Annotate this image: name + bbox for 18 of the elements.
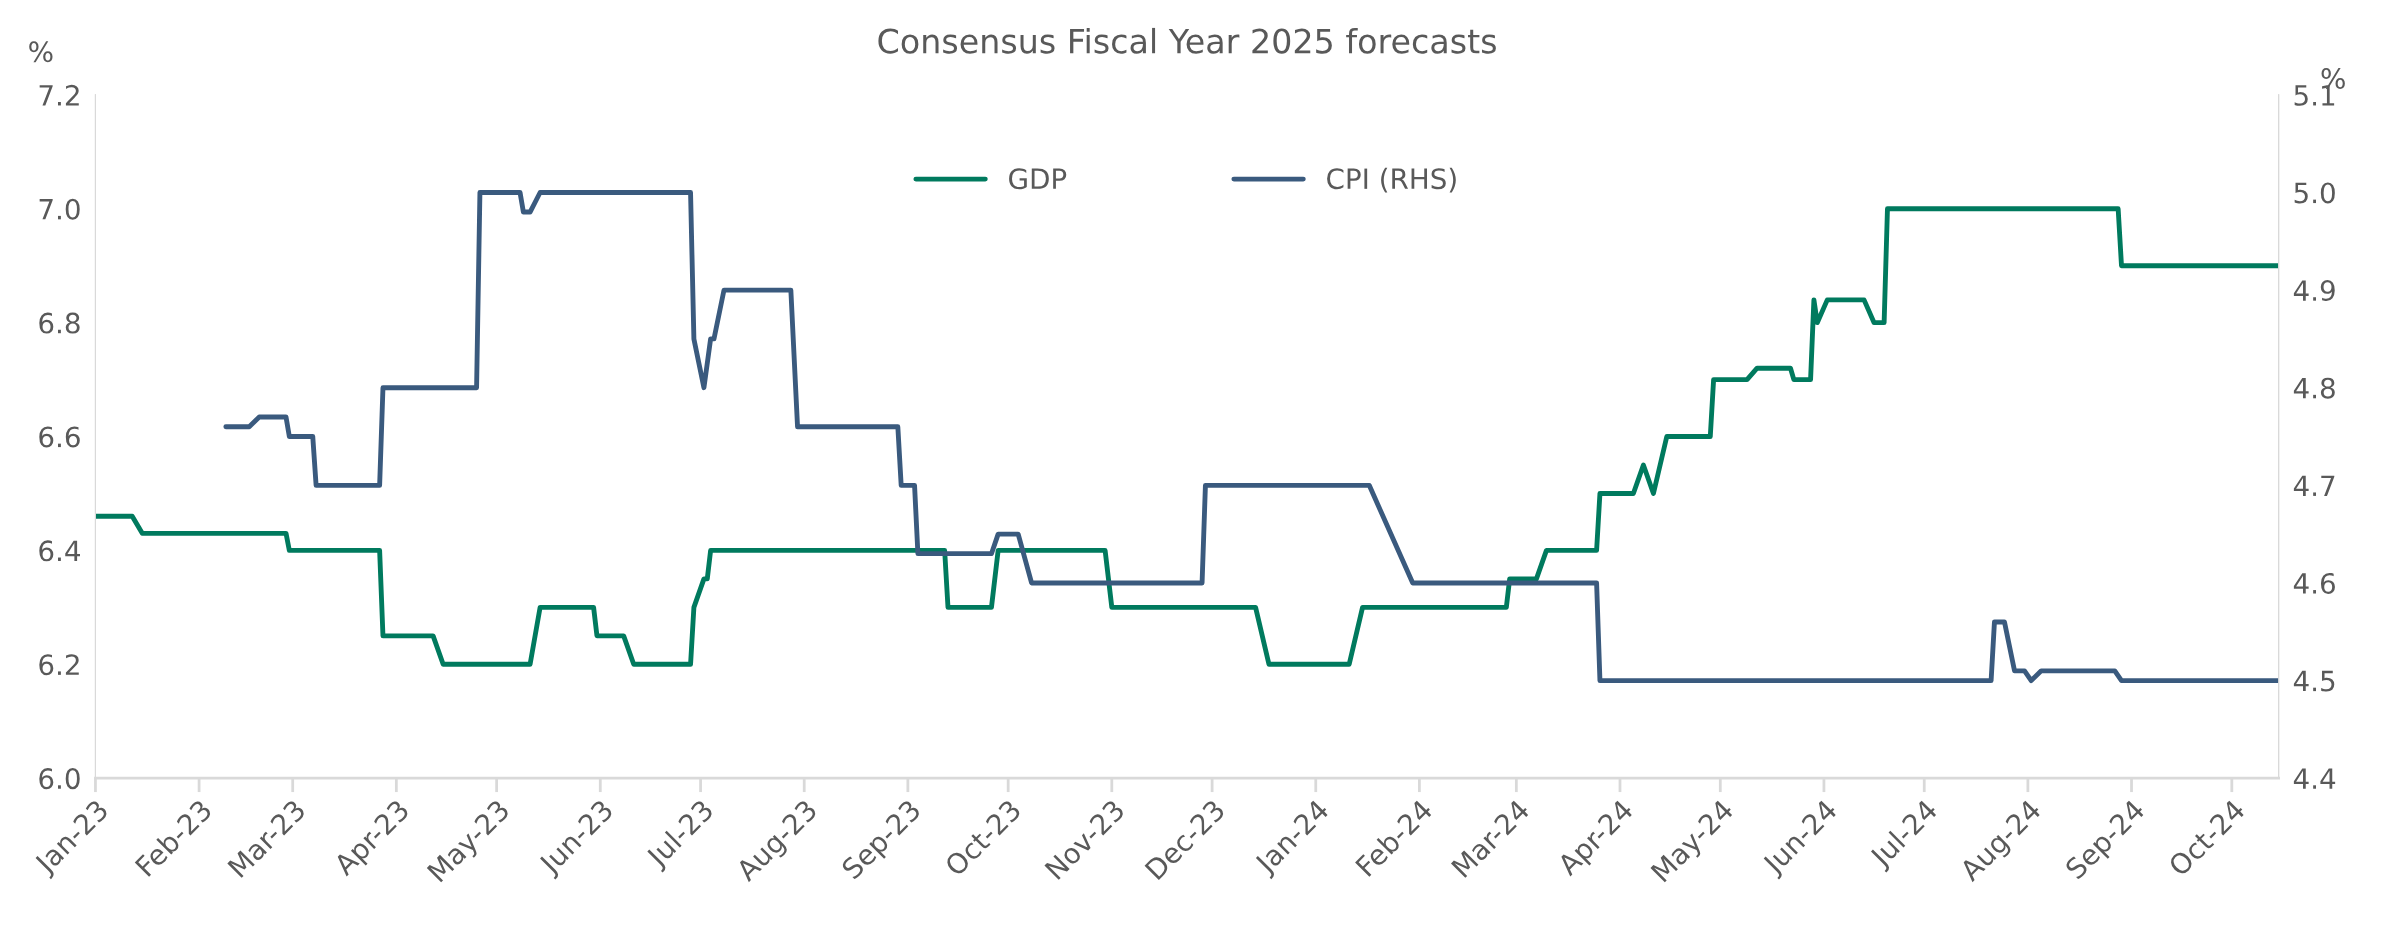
- legend-label: CPI (RHS): [1327, 167, 1456, 193]
- chart-title: Consensus Fiscal Year 2025 forecasts: [878, 27, 1496, 54]
- y2-tick-label: 4.7: [2293, 475, 2335, 496]
- y-tick-label: 6.2: [39, 654, 79, 676]
- y2-tick-label: 4.9: [2293, 280, 2335, 302]
- y2-tick-label: 5.0: [2294, 182, 2335, 204]
- y-tick-label: 6.6: [39, 426, 80, 448]
- legend-label: GDP: [1009, 168, 1067, 190]
- y2-tick-label: 4.8: [2293, 377, 2335, 399]
- y-tick-label: 7.2: [39, 84, 79, 106]
- y-tick-label: 6.4: [39, 540, 80, 562]
- y2-tick-label: 4.6: [2293, 572, 2335, 594]
- y-axis-title: %: [29, 41, 53, 63]
- y-tick-label: 6.8: [39, 312, 80, 334]
- y2-tick-label: 4.5: [2293, 670, 2335, 692]
- y2-tick-label: 4.4: [2293, 768, 2336, 789]
- y-tick-label: 6.0: [39, 768, 80, 790]
- y-tick-label: 7.0: [39, 198, 80, 220]
